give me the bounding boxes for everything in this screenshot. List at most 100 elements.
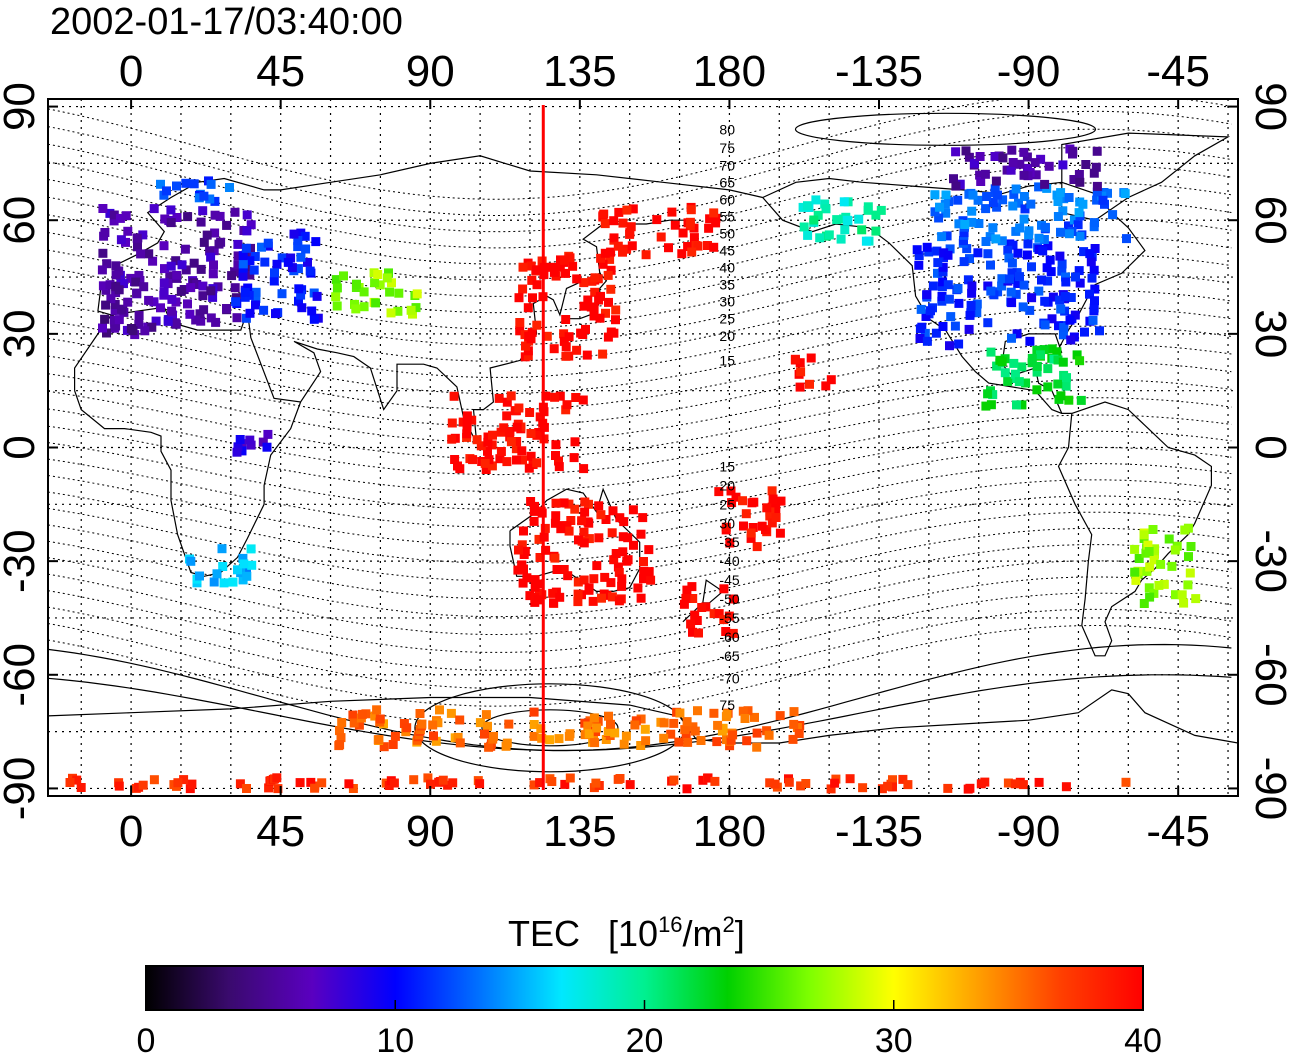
tec-cell	[584, 534, 594, 544]
tec-cell	[998, 153, 1008, 163]
tec-cell	[529, 516, 539, 526]
x-tick-label-top: 0	[119, 47, 143, 96]
tec-cell	[877, 784, 887, 794]
tec-cell	[556, 524, 566, 534]
tec-cell	[212, 569, 222, 579]
tec-cell	[806, 353, 816, 363]
y-tick-label-right: 90	[1246, 82, 1292, 131]
tec-cell	[589, 311, 599, 321]
tec-cell	[301, 244, 311, 254]
tec-cell	[1159, 579, 1169, 589]
tec-cell	[970, 158, 979, 168]
tec-cell	[1191, 594, 1201, 604]
tec-cell	[840, 225, 850, 235]
tec-cell	[172, 213, 182, 222]
tec-cell	[198, 206, 208, 216]
tec-cell	[594, 501, 604, 511]
tec-cell	[555, 262, 565, 272]
tec-cell	[109, 315, 119, 325]
tec-cell	[519, 526, 528, 536]
tec-cell	[589, 304, 599, 314]
tec-cell	[746, 533, 756, 543]
tec-cell	[789, 707, 799, 717]
tec-cell	[636, 714, 646, 724]
tec-cell	[991, 176, 1001, 186]
tec-cell	[1071, 272, 1080, 282]
tec-cell	[270, 268, 279, 278]
tec-cell	[1018, 780, 1028, 790]
tec-cell	[527, 275, 537, 285]
tec-cell	[449, 391, 459, 401]
tec-cell	[271, 309, 280, 319]
tec-cell	[167, 294, 177, 304]
tec-cell	[686, 619, 696, 629]
tec-cell	[592, 561, 602, 571]
x-axis-top-labels: 0 45 90 135 180 -135 -90 -45	[119, 47, 1210, 96]
tec-cell	[596, 510, 606, 520]
tec-cell	[743, 706, 753, 716]
tec-cell	[696, 736, 706, 745]
tec-cell	[529, 707, 539, 717]
tec-cell	[293, 236, 303, 245]
tec-cell	[417, 719, 427, 729]
tec-cell	[609, 216, 619, 226]
tec-cell	[689, 233, 699, 243]
mlat-label: 20	[719, 328, 735, 344]
tec-cell	[339, 271, 348, 281]
tec-cell	[1000, 368, 1010, 378]
tec-cell	[518, 284, 528, 294]
tec-cell	[1171, 590, 1180, 600]
tec-cell	[728, 594, 738, 604]
tec-cell	[607, 592, 617, 602]
tec-cell	[1058, 160, 1068, 170]
tec-cell	[1052, 347, 1062, 357]
mlat-label: 45	[719, 243, 735, 259]
tec-cell	[724, 611, 734, 621]
tec-cell	[603, 332, 613, 342]
tec-cell	[548, 262, 558, 272]
tec-cell	[959, 236, 968, 246]
tec-cell	[938, 277, 948, 287]
tec-cell	[166, 218, 176, 228]
tec-cell	[180, 244, 190, 254]
tec-cell	[712, 737, 722, 747]
mlat-pole-ring	[481, 709, 619, 747]
tec-cell	[950, 321, 960, 331]
tec-cell	[1148, 525, 1158, 534]
tec-cell	[242, 210, 252, 220]
tec-cell	[250, 252, 260, 261]
tec-cell	[535, 778, 545, 788]
tec-cell	[738, 496, 747, 506]
tec-cell	[560, 779, 570, 789]
tec-cell	[945, 244, 955, 254]
tec-cell	[101, 300, 111, 310]
tec-cell	[311, 237, 321, 247]
tec-cell	[375, 280, 385, 290]
tec-cell	[402, 723, 412, 733]
tec-cell	[858, 783, 868, 793]
tec-cell	[1055, 251, 1065, 261]
tec-cell	[1036, 154, 1046, 164]
tec-cell	[1017, 400, 1027, 410]
tec-cell	[1056, 227, 1065, 237]
tec-cell	[160, 214, 170, 224]
tec-cell	[568, 261, 578, 271]
tec-cell	[863, 202, 873, 212]
tec-cell	[589, 713, 599, 723]
tec-cell	[453, 732, 463, 742]
tec-cell	[1012, 329, 1022, 339]
x-tick-label-bottom: -135	[835, 807, 923, 856]
tec-cell	[251, 287, 261, 297]
mlat-contour	[48, 164, 1232, 265]
tec-cell	[1143, 540, 1153, 550]
tec-cell	[189, 179, 199, 189]
tec-cell	[883, 781, 893, 791]
tec-cell	[604, 711, 613, 721]
tec-cell	[1018, 302, 1028, 312]
tec-cell	[247, 560, 257, 570]
tec-cell	[306, 777, 316, 787]
tec-cell	[114, 315, 124, 325]
tec-cell	[659, 733, 669, 743]
tec-cell	[1154, 580, 1164, 590]
tec-cell	[550, 518, 560, 528]
